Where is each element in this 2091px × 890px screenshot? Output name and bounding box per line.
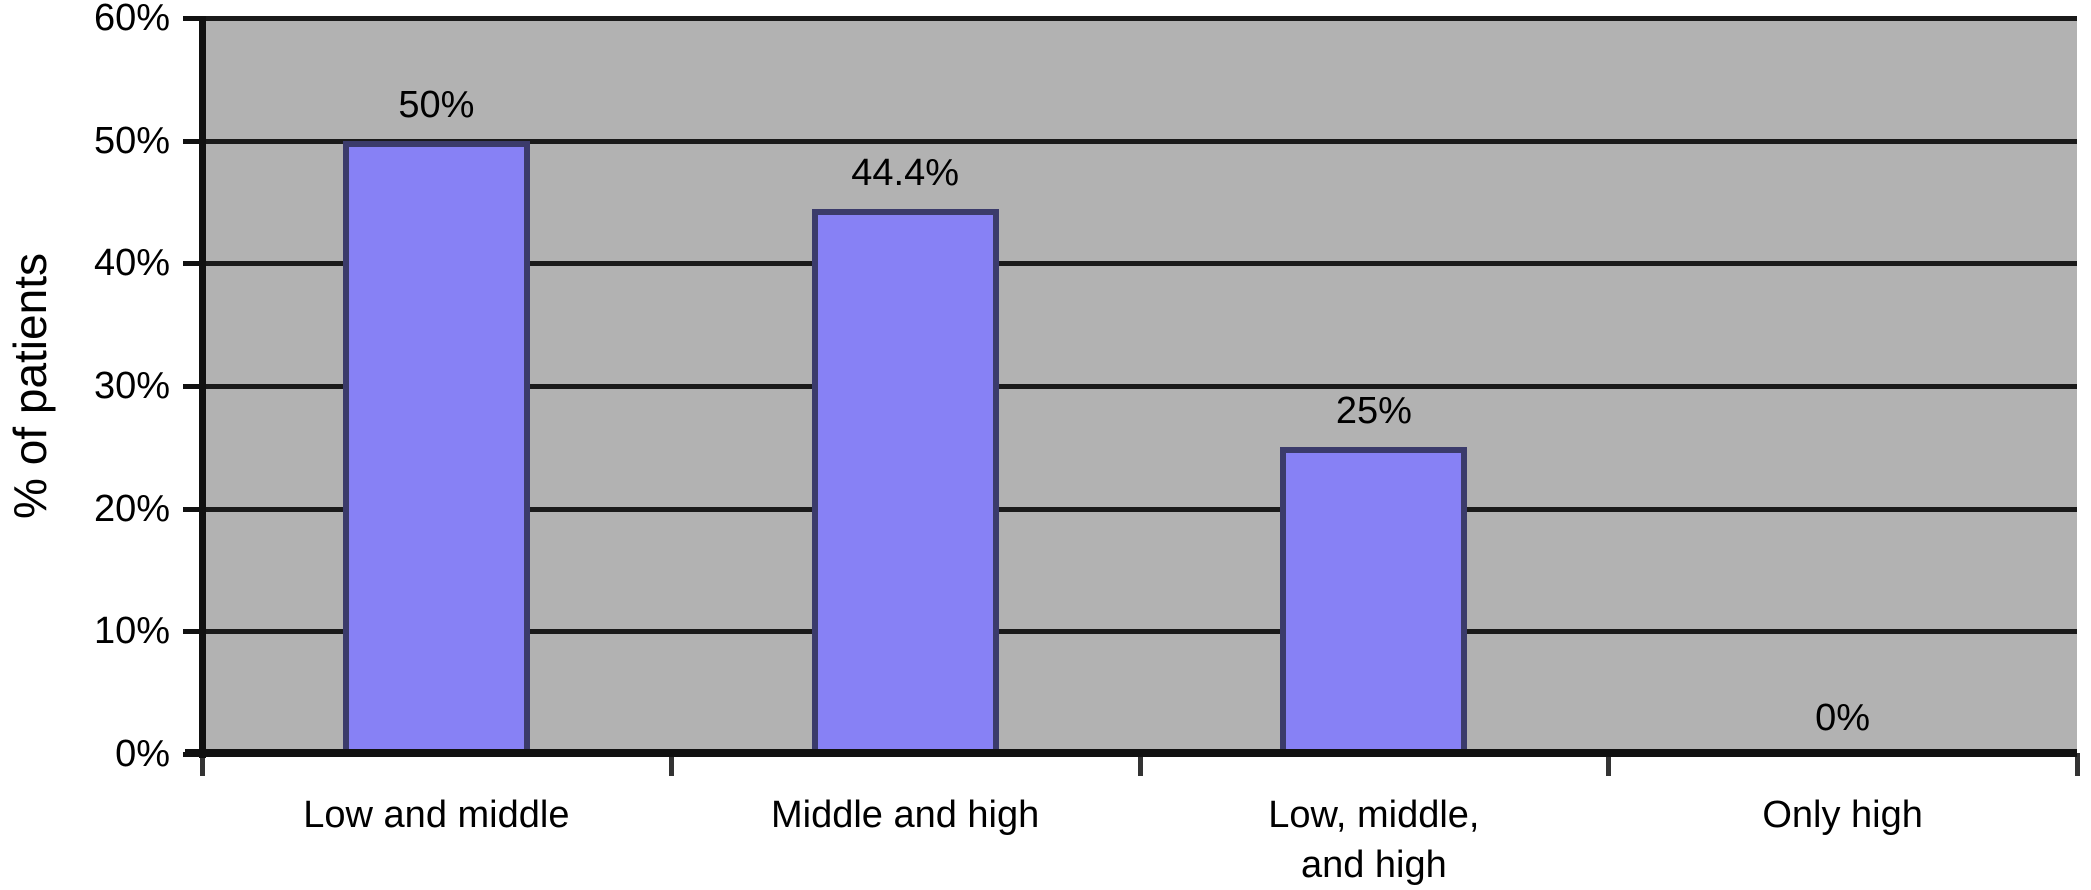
- y-tick-30: [183, 384, 203, 389]
- y-tick-label-40: 40%: [93, 242, 170, 285]
- x-tick-4: [2075, 753, 2080, 776]
- gridline-30: [202, 384, 2077, 389]
- y-tick-label-20: 20%: [93, 487, 170, 530]
- x-tick-3: [1606, 753, 1612, 776]
- y-tick-label-0: 0%: [115, 733, 170, 775]
- y-tick-label-30: 30%: [93, 365, 170, 407]
- x-axis-line: [185, 749, 2077, 757]
- bar-value-label-3: 25%: [1335, 390, 1412, 433]
- x-category-label-4: Only high: [1762, 794, 1923, 836]
- x-tick-0: [200, 753, 205, 776]
- x-tick-2: [1137, 753, 1143, 776]
- gridline-20: [202, 506, 2077, 512]
- y-tick-label-60: 60%: [93, 0, 170, 39]
- y-axis-line: [199, 16, 206, 758]
- gridline-10: [202, 629, 2077, 635]
- y-tick-40: [183, 261, 203, 267]
- y-tick-label-10: 10%: [93, 610, 170, 653]
- bar-2: [811, 209, 999, 756]
- gridline-40: [202, 261, 2077, 267]
- y-tick-label-50: 50%: [93, 119, 170, 162]
- gridline-60: [202, 16, 2077, 21]
- y-tick-60: [183, 16, 203, 21]
- x-category-label-3: Low, middle, and high: [1268, 794, 1480, 886]
- y-tick-10: [183, 629, 203, 635]
- bar-1: [342, 140, 530, 756]
- bar-3: [1280, 447, 1468, 756]
- bar-value-label-4: 0%: [1815, 697, 1871, 739]
- x-category-label-2: Middle and high: [770, 794, 1040, 836]
- x-tick-1: [668, 753, 674, 776]
- x-category-label-1: Low and middle: [303, 794, 570, 836]
- gridline-50: [202, 138, 2077, 144]
- y-tick-50: [183, 138, 203, 144]
- bar-value-label-2: 44.4%: [851, 152, 959, 195]
- bar-value-label-1: 50%: [398, 83, 475, 126]
- y-tick-20: [183, 506, 203, 512]
